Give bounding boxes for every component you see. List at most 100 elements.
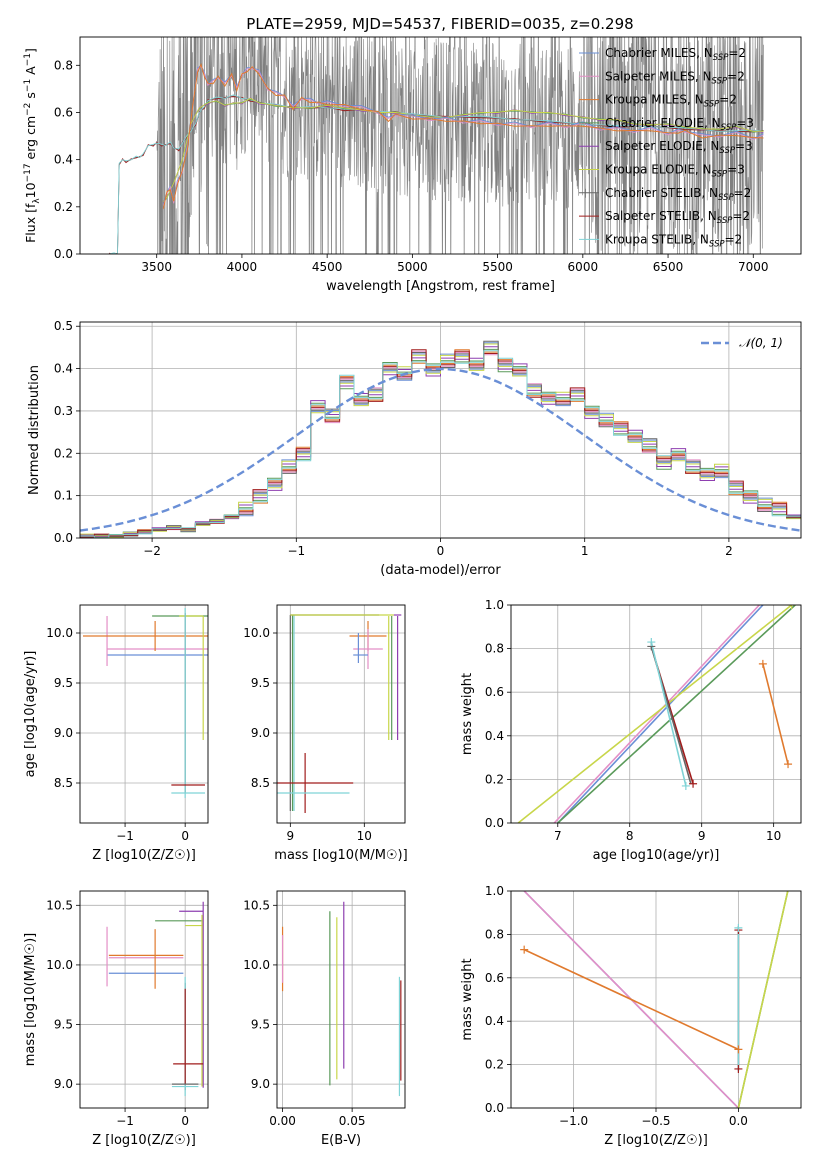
x-axis-label: E(B-V) xyxy=(321,1133,361,1148)
y-axis-label: mass weight xyxy=(460,958,475,1040)
legend-suffix: =2 xyxy=(725,232,743,246)
y-tick-label: 0.0 xyxy=(54,531,73,545)
plot-area xyxy=(281,901,402,1097)
axes-frame xyxy=(276,890,406,1109)
x-tick-label: 0.00 xyxy=(269,1114,296,1128)
plus-marker xyxy=(647,638,656,647)
x-tick-label: 7000 xyxy=(738,260,769,274)
x-tick-label: −0.5 xyxy=(641,1114,670,1128)
y-tick-label: 0.4 xyxy=(54,362,73,376)
plot-area xyxy=(520,891,789,1108)
weight-line-kroupa_miles xyxy=(523,948,739,1051)
x-tick-label: 0 xyxy=(181,829,189,843)
legend-name: Salpeter MILES, N xyxy=(605,69,712,83)
weight-line-chabrier_elodie xyxy=(557,605,796,823)
x-tick-label: −2 xyxy=(143,544,161,558)
x-tick-label: 1 xyxy=(581,544,589,558)
y-tick-label: 0.4 xyxy=(485,729,504,743)
x-tick-label: −1.0 xyxy=(559,1114,588,1128)
axes-frame xyxy=(79,321,802,539)
axes-frame xyxy=(510,890,802,1109)
y-tick-label: 1.0 xyxy=(485,598,504,612)
y-tick-label: 0.3 xyxy=(54,404,73,418)
x-axis-label: Z [log10(Z/Z☉)] xyxy=(92,848,196,863)
panel-mass-vs-z: −1 0 9.0 9.5 10.0 10.5 Z [log10(Z/Z☉)] mass [lo… xyxy=(23,890,209,1148)
panel-weight-vs-age: 7 8 9 10 0.0 0.2 0.4 0.6 0.8 1.0 age [log10(age/yr… xyxy=(460,598,802,863)
panel-spectrum: 3500 4000 4500 5000 5500 6000 6500 7000 0.0 0.2 0.… xyxy=(23,36,802,294)
y-tick-label: 9.0 xyxy=(251,726,270,740)
hist-salpeter_stelib xyxy=(80,349,801,538)
y-label-part: λ xyxy=(32,198,42,204)
legend-label: Salpeter ELODIE, NSSP=3 xyxy=(605,139,753,156)
y-tick-label: 9.5 xyxy=(54,1018,73,1032)
y-axis-label: Normed distribution xyxy=(27,365,42,495)
axes-frame xyxy=(510,604,802,824)
y-tick-label: 0.0 xyxy=(485,1101,504,1115)
y-axis-label: age [log10(age/yr)] xyxy=(23,651,38,778)
weight-line-salpeter_miles xyxy=(553,605,760,823)
y-tick-label: 0.2 xyxy=(54,200,73,214)
hist-kroupa_stelib xyxy=(80,350,801,538)
x-tick-label: 4000 xyxy=(227,260,258,274)
legend-suffix: =3 xyxy=(727,163,745,177)
panel-residual-hist: −2 −1 0 1 2 0.0 0.1 0.2 0.3 0.4 0.5 (data-model)/er… xyxy=(27,319,802,578)
y-tick-label: 10.0 xyxy=(46,626,73,640)
grid xyxy=(511,604,801,824)
x-tick-label: 9 xyxy=(698,829,706,843)
plot-area xyxy=(80,340,801,538)
grid xyxy=(277,605,405,823)
legend-sub: SSP xyxy=(709,239,725,249)
y-tick-label: 10.0 xyxy=(243,958,270,972)
x-tick-label: 2 xyxy=(725,544,733,558)
y-tick-label: 9.5 xyxy=(251,676,270,690)
y-tick-label: 0.0 xyxy=(54,247,73,261)
legend-label: Salpeter STELIB, NSSP=2 xyxy=(605,209,750,226)
y-label-part: −1 xyxy=(23,53,33,66)
y-tick-label: 0.2 xyxy=(485,772,504,786)
grid xyxy=(80,891,208,1108)
y-tick-label: 1.0 xyxy=(485,884,504,898)
x-tick-label: −1 xyxy=(287,544,305,558)
axes-frame xyxy=(79,36,802,255)
plus-marker xyxy=(784,760,793,769)
y-tick-label: 9.0 xyxy=(54,726,73,740)
x-tick-label: 5000 xyxy=(397,260,428,274)
plot-area xyxy=(106,901,204,1097)
x-axis-label: wavelength [Angstrom, rest frame] xyxy=(326,279,555,294)
plus-marker xyxy=(681,781,690,790)
x-tick-label: 10 xyxy=(766,829,781,843)
legend-name: Kroupa ELODIE, N xyxy=(605,163,712,177)
weight-line-kroupa_miles xyxy=(762,663,789,765)
y-tick-label: 0.8 xyxy=(485,927,504,941)
legend-label: Chabrier STELIB, NSSP=2 xyxy=(605,186,751,203)
y-label-part: erg cm xyxy=(23,116,38,164)
legend-label: Chabrier ELODIE, NSSP=3 xyxy=(605,116,754,133)
x-tick-label: −1 xyxy=(116,1114,134,1128)
y-tick-label: 10.5 xyxy=(243,898,270,912)
legend-suffix: =3 xyxy=(735,139,753,153)
x-axis-label: age [log10(age/yr)] xyxy=(593,848,720,863)
figure-title: PLATE=2959, MJD=54537, FIBERID=0035, z=0… xyxy=(246,15,633,33)
legend-suffix: =2 xyxy=(719,93,737,107)
panel-age-vs-z: −1 0 8.5 9.0 9.5 10.0 Z [log10(Z/Z☉)] age [log1… xyxy=(23,604,209,863)
x-tick-label: 7 xyxy=(554,829,562,843)
y-label-part: s xyxy=(23,92,38,103)
x-tick-label: 6000 xyxy=(568,260,599,274)
plus-marker xyxy=(734,923,743,932)
y-axis-label: mass [log10(M/M☉)] xyxy=(23,933,38,1066)
grid xyxy=(80,605,208,823)
legend-name: Salpeter STELIB, N xyxy=(605,209,717,223)
legend-sub: SSP xyxy=(712,170,728,180)
grid xyxy=(511,890,801,1109)
y-label-part: −17 xyxy=(23,163,33,182)
y-tick-label: 0.2 xyxy=(54,446,73,460)
normal-curve xyxy=(80,367,801,532)
plot-area xyxy=(277,614,402,813)
plus-marker xyxy=(734,1064,743,1073)
axes-frame xyxy=(79,890,209,1109)
y-tick-label: 9.0 xyxy=(54,1077,73,1091)
axes-frame xyxy=(276,604,406,824)
x-tick-label: −1 xyxy=(116,829,134,843)
plot-area xyxy=(83,608,208,798)
legend-suffix: =2 xyxy=(727,69,745,83)
